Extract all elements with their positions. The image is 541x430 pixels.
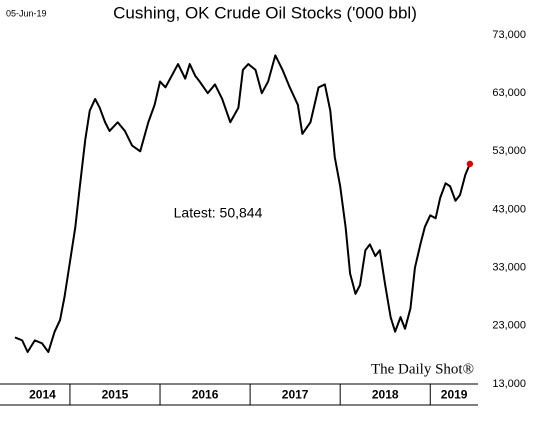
line — [14, 54, 471, 354]
y-tick-label: 53,000 — [492, 145, 526, 157]
y-tick-label: 43,000 — [492, 203, 526, 215]
y-tick-label: 23,000 — [492, 320, 526, 332]
x-tick-label: 2018 — [372, 388, 399, 402]
x-tick-label: 2016 — [192, 388, 219, 402]
date: 05-Jun-19 — [6, 8, 47, 18]
watermark: The Daily Shot® — [371, 361, 474, 377]
x-tick-label: 2019 — [441, 388, 468, 402]
x-tick-label: 2014 — [29, 388, 56, 402]
x-tick-label: 2015 — [102, 388, 129, 402]
y-tick-label: 73,000 — [492, 29, 526, 41]
annotation: Latest: 50,844 — [174, 205, 263, 221]
y-tick-label: 33,000 — [492, 262, 526, 274]
latest-point — [466, 160, 474, 168]
y-tick-label: 13,000 — [492, 378, 526, 390]
chart-title: Cushing, OK Crude Oil Stocks ('000 bbl) — [113, 3, 417, 22]
x-tick-label: 2017 — [282, 388, 309, 402]
y-tick-label: 63,000 — [492, 87, 526, 99]
